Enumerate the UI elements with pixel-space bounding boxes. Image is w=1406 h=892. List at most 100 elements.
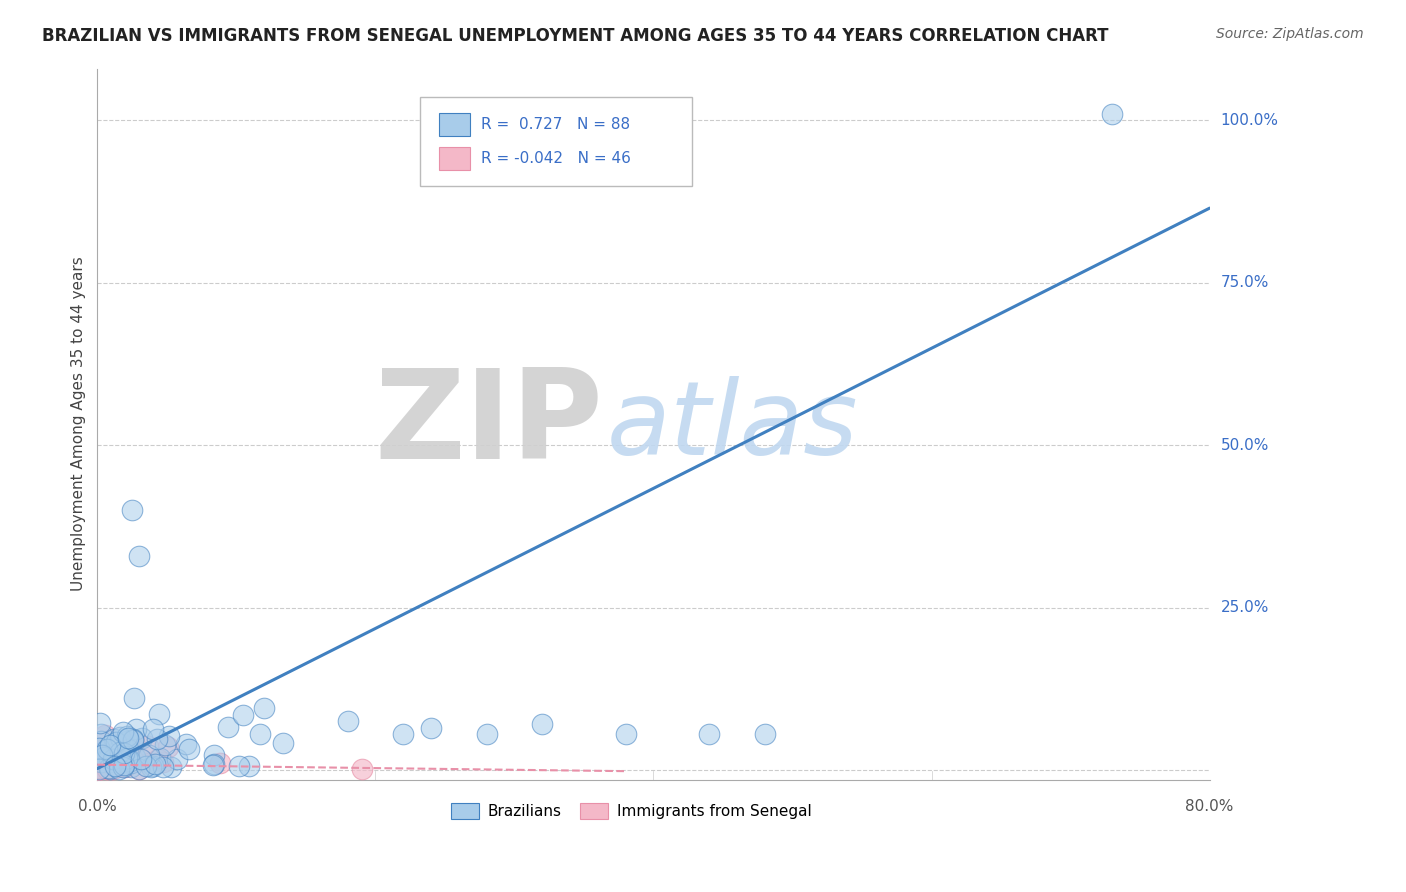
Point [103,731,125,746]
Point [87,760,110,774]
Point [114,760,136,774]
Point [108,730,131,744]
Point [124,750,146,764]
Point [143,756,166,771]
Point [201,757,224,772]
Point [97,762,120,776]
Point [108,752,131,766]
Text: 25.0%: 25.0% [1220,600,1270,615]
Point [94,749,117,764]
Point [120,754,142,768]
Point [166,752,188,766]
Point [149,750,172,764]
Point [87,743,110,757]
Point [105,758,128,772]
Point [96,742,118,756]
Point [118,752,141,766]
Point [93,760,115,774]
Point [697,727,720,741]
Point [129,751,152,765]
Point [152,760,174,774]
Point [107,762,129,776]
Point [202,756,225,771]
Point [336,714,359,728]
Text: 80.0%: 80.0% [1185,799,1234,814]
Point [98,762,121,776]
Point [249,726,271,740]
Point [148,707,170,722]
Point [142,722,165,736]
Point [90,749,112,764]
Point [115,733,138,747]
Point [128,762,150,776]
Text: 75.0%: 75.0% [1220,276,1270,290]
Point [112,760,135,774]
Point [90,752,112,766]
Point [253,701,276,715]
Point [160,760,183,774]
Point [104,758,127,772]
FancyBboxPatch shape [420,97,692,186]
Text: 50.0%: 50.0% [1220,438,1270,452]
Text: R = -0.042   N = 46: R = -0.042 N = 46 [481,152,631,166]
Point [90,755,112,769]
Point [217,720,239,734]
Point [89,761,111,775]
Point [179,741,201,756]
Point [87,743,110,757]
Point [98,751,121,765]
Point [91,755,114,769]
Point [108,745,131,759]
Point [115,755,138,769]
Bar [439,147,470,170]
Point [117,729,139,743]
Point [101,762,124,776]
Point [87,761,110,775]
Point [271,737,294,751]
Point [110,751,132,765]
Point [420,721,443,735]
Point [174,738,197,752]
Point [94,728,117,742]
Point [228,759,250,773]
Point [157,740,180,755]
Point [97,756,120,770]
Point [115,750,138,764]
Point [120,756,142,770]
Point [91,745,114,759]
Point [1101,107,1123,121]
Point [128,549,150,563]
Point [141,760,163,774]
Text: 0.0%: 0.0% [77,799,117,814]
Point [90,734,112,748]
Legend: Brazilians, Immigrants from Senegal: Brazilians, Immigrants from Senegal [444,797,817,825]
Point [100,738,122,752]
Point [87,763,110,777]
Text: 100.0%: 100.0% [1220,113,1278,128]
Point [93,750,115,764]
Point [350,762,373,776]
Point [125,723,148,737]
Point [208,756,231,770]
Point [153,738,176,752]
Point [112,758,135,772]
Text: Source: ZipAtlas.com: Source: ZipAtlas.com [1216,27,1364,41]
Text: R =  0.727   N = 88: R = 0.727 N = 88 [481,117,630,132]
Point [146,752,169,766]
Point [108,745,131,759]
Bar [439,113,470,136]
Point [90,757,112,772]
Point [120,754,142,768]
Point [131,731,153,746]
Point [112,746,135,760]
Point [117,742,139,756]
Point [120,760,142,774]
Point [110,758,132,772]
Point [89,716,111,731]
Point [87,761,110,775]
Point [104,759,127,773]
Point [136,739,159,753]
Point [614,727,637,741]
Point [122,731,145,746]
Point [96,762,118,776]
